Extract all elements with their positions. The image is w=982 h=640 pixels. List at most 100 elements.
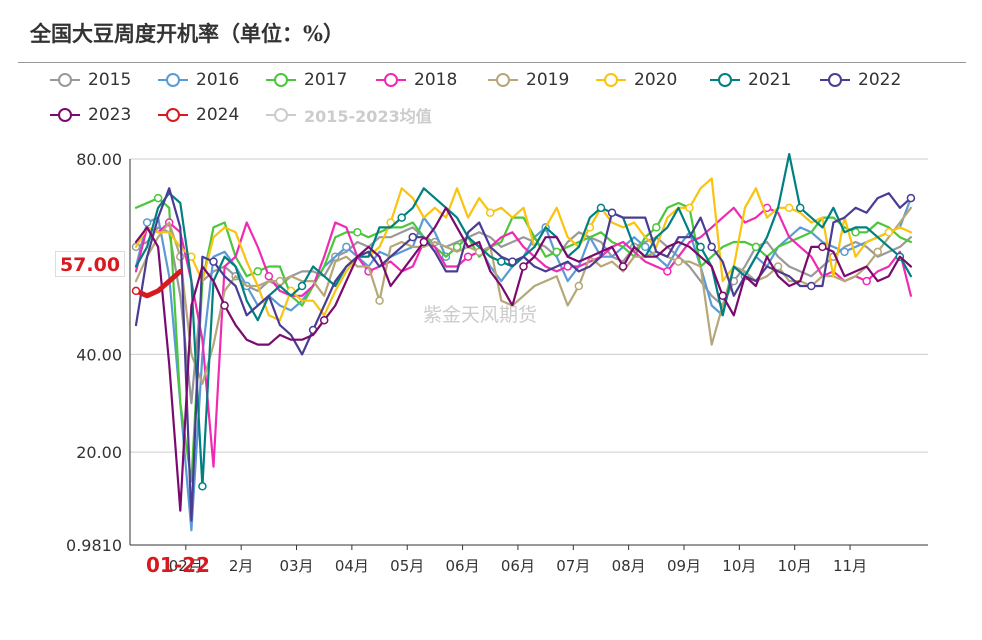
series-point — [452, 242, 462, 252]
legend-label: 2016 — [196, 70, 240, 90]
x-tick-label: 2月 — [229, 557, 254, 575]
series-point — [153, 193, 163, 203]
series-point — [253, 267, 263, 276]
series-point — [209, 257, 218, 266]
series-point — [674, 257, 683, 266]
legend-label: 2024 — [196, 105, 240, 125]
series-point — [497, 257, 506, 266]
x-tick-label: 02月 — [169, 557, 203, 575]
series-point — [873, 247, 882, 257]
legend-item[interactable]: 2024 — [158, 103, 239, 127]
legend-label: 2019 — [526, 70, 570, 90]
series-point — [297, 281, 307, 291]
series-point — [884, 228, 894, 237]
legend-item[interactable]: 2021 — [710, 68, 791, 92]
series-point — [784, 203, 794, 213]
legend-item[interactable]: 2017 — [266, 68, 347, 92]
legend-marker-icon — [266, 68, 296, 92]
series-point — [663, 267, 672, 276]
series-point — [375, 296, 384, 305]
legend-label: 2018 — [414, 70, 458, 90]
series-point — [275, 276, 285, 286]
series-point — [862, 276, 871, 286]
series-point — [640, 242, 650, 252]
series-point — [342, 242, 351, 252]
series-point — [397, 213, 406, 222]
x-tick-label: 04月 — [335, 557, 369, 575]
series-point — [463, 252, 473, 261]
series-point — [353, 228, 362, 237]
series-point — [906, 193, 916, 203]
legend-label: 2021 — [748, 70, 792, 90]
legend-item[interactable]: 2015-2023均值 — [266, 103, 432, 127]
x-tick-label: 09月 — [667, 557, 701, 575]
series-point — [795, 203, 805, 213]
series-line-2022 — [134, 187, 913, 522]
series-point — [508, 257, 517, 266]
series-point — [751, 242, 761, 252]
x-tick-label: 06月 — [501, 557, 535, 575]
watermark: 紫金天风期货 — [423, 304, 538, 326]
series-point — [596, 203, 606, 213]
legend-item[interactable]: 2019 — [488, 68, 569, 92]
legend-item[interactable]: 2018 — [376, 68, 457, 92]
x-tick-label: 11月 — [833, 557, 867, 575]
series-line-2015 — [134, 226, 913, 405]
legend-label: 2022 — [858, 70, 902, 90]
y-tick-label: 0.9810 — [66, 536, 122, 555]
series-point — [198, 482, 207, 491]
series-point — [851, 228, 860, 237]
legend-marker-icon — [266, 103, 296, 127]
series-line-2018 — [134, 206, 913, 468]
y-tick-label: 80.00 — [76, 150, 122, 169]
x-tick-label: 08月 — [612, 557, 646, 575]
x-tick-label: 06月 — [446, 557, 480, 575]
series-point — [773, 262, 783, 271]
series-point — [486, 208, 495, 217]
series-point — [264, 271, 274, 281]
current-date-label: 01-22 — [146, 553, 210, 577]
series-point — [408, 232, 418, 242]
legend-marker-icon — [488, 68, 518, 92]
series-point — [707, 242, 716, 252]
legend-label: 2020 — [634, 70, 678, 90]
series-line-2023 — [134, 206, 913, 512]
series-point — [652, 223, 661, 232]
series-line-2020 — [134, 177, 913, 322]
series-point — [696, 242, 705, 252]
legend-label: 2015 — [88, 70, 132, 90]
series-line-2019 — [134, 206, 913, 385]
legend-label: 2015-2023均值 — [304, 107, 432, 126]
x-tick-label: 10月 — [778, 557, 812, 575]
chart-title: 全国大豆周度开机率（单位：%） — [30, 21, 344, 46]
x-tick-label: 07月 — [556, 557, 590, 575]
legend-marker-icon — [820, 68, 850, 92]
legend-marker-icon — [376, 68, 406, 92]
legend-marker-icon — [158, 103, 188, 127]
y-tick-label: 40.00 — [76, 345, 122, 364]
legend-item[interactable]: 2020 — [596, 68, 677, 92]
x-tick-label: 10月 — [722, 557, 756, 575]
series-point — [618, 262, 628, 271]
x-tick-label: 03月 — [279, 557, 313, 575]
series-point — [220, 301, 229, 310]
series-point — [818, 242, 827, 252]
series-point — [419, 237, 429, 247]
series-point — [840, 247, 849, 257]
title-divider — [18, 62, 966, 63]
series-point — [319, 315, 329, 325]
legend-label: 2017 — [304, 70, 348, 90]
legend-marker-icon — [710, 68, 740, 92]
legend-marker-icon — [50, 103, 80, 127]
legend-label: 2023 — [88, 105, 132, 125]
series-point — [685, 203, 694, 213]
series-point — [142, 218, 152, 227]
series-point — [552, 247, 561, 257]
legend-marker-icon — [158, 68, 188, 92]
legend-item[interactable]: 2015 — [50, 68, 131, 92]
legend-item[interactable]: 2016 — [158, 68, 239, 92]
y-tick-label: 20.00 — [76, 443, 122, 462]
legend-item[interactable]: 2023 — [50, 103, 131, 127]
legend-item[interactable]: 2022 — [820, 68, 901, 92]
